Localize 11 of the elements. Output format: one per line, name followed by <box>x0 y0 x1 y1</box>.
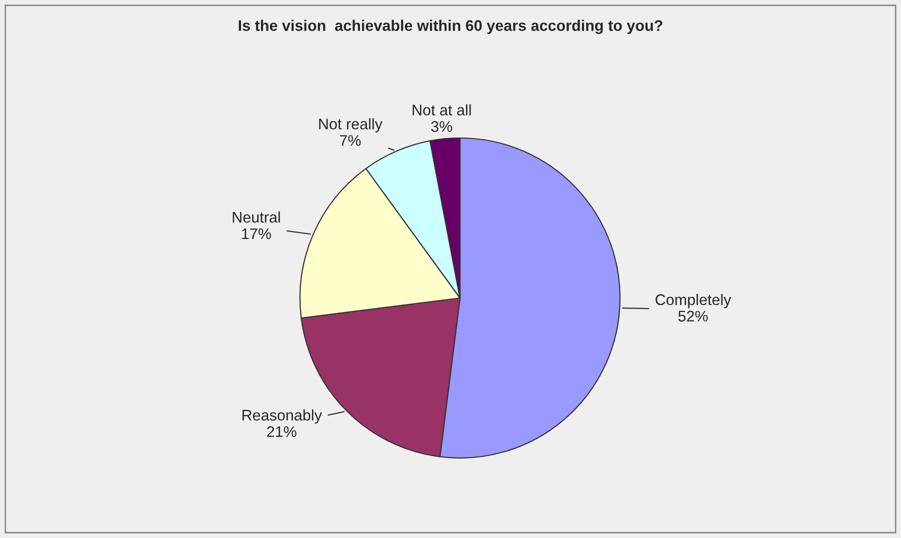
slice-label: Not at all <box>412 104 471 116</box>
data-label: 21% <box>267 426 296 437</box>
slice-label: Neutral <box>232 211 280 223</box>
slice-label: Reasonably <box>242 409 322 424</box>
data-label: 52% <box>678 310 708 322</box>
slice-label: Not really <box>319 118 382 132</box>
data-label: 7% <box>340 135 361 146</box>
slice-label: Completely <box>656 294 732 308</box>
data-label: 17% <box>242 228 271 240</box>
chart-title: Is the vision achievable within 60 years according to you? <box>238 20 662 34</box>
data-label: 3% <box>431 121 452 132</box>
